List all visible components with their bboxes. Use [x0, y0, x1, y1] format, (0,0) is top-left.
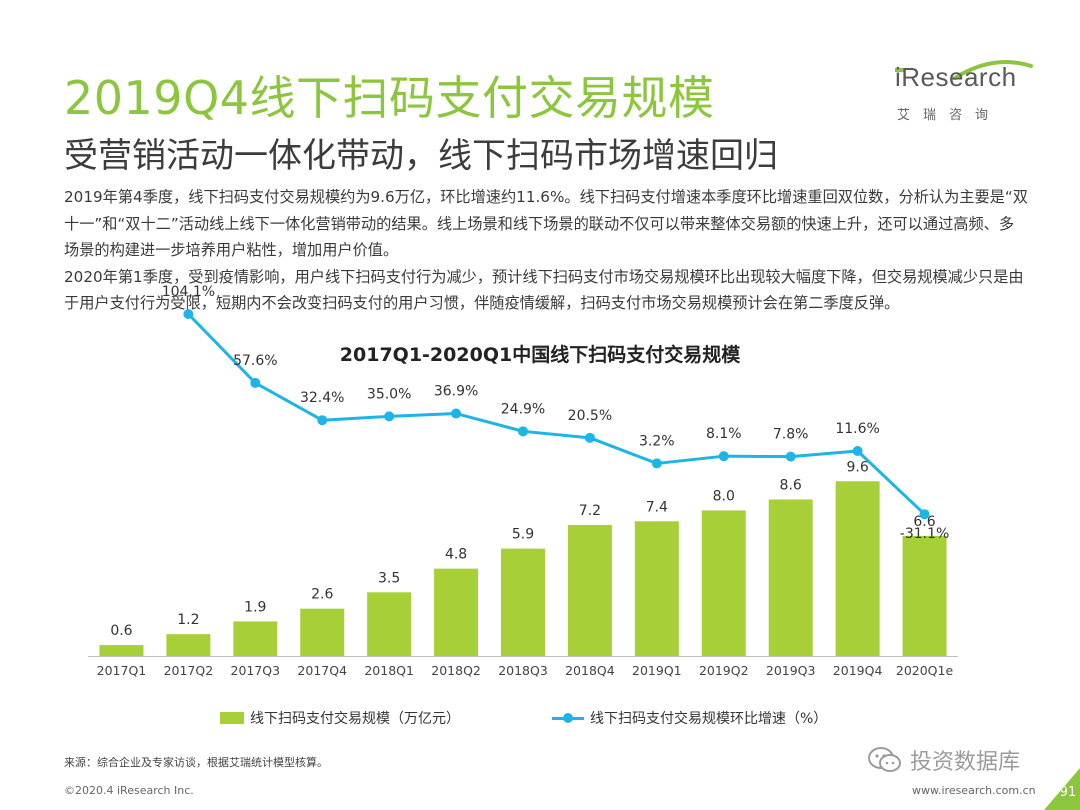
growth-label-2017Q2: 104.1%: [162, 284, 215, 300]
legend-label-volume: 线下扫码支付交易规模（万亿元）: [250, 711, 460, 727]
watermark-text: 投资数据库: [910, 750, 1021, 775]
growth-label-2019Q4: 11.6%: [835, 421, 879, 437]
growth-point-2019Q4: [852, 446, 863, 456]
logo-brand-cn: 艾瑞咨询: [897, 108, 1002, 123]
growth-point-2018Q3: [518, 426, 528, 437]
bar-2017Q4: [300, 608, 345, 656]
bar-label-2019Q4: 9.6: [846, 459, 868, 475]
bar-2018Q4: [567, 524, 612, 656]
x-tick-2018Q4: 2018Q4: [565, 663, 615, 678]
bar-2019Q4: [835, 481, 880, 656]
x-tick-2018Q1: 2018Q1: [364, 663, 414, 678]
logo-brand: iResearch: [895, 62, 1017, 92]
growth-label-2018Q4: 20.5%: [568, 408, 612, 424]
growth-label-2018Q2: 36.9%: [434, 384, 478, 400]
growth-label-2018Q3: 24.9%: [501, 401, 545, 417]
growth-point-2018Q1: [384, 411, 395, 422]
x-tick-2020Q1e: 2020Q1e: [896, 663, 954, 678]
legend-label-growth: 线下扫码支付交易规模环比增速（%）: [590, 711, 828, 727]
bar-label-2017Q2: 1.2: [177, 612, 199, 628]
x-tick-2019Q3: 2019Q3: [766, 663, 816, 678]
iresearch-logo: iResearch 艾瑞咨询: [893, 60, 1033, 126]
bar-2018Q3: [501, 548, 545, 656]
growth-point-2019Q3: [785, 451, 796, 462]
x-tick-2019Q1: 2019Q1: [632, 663, 682, 678]
paragraph-1: 2019年第4季度，线下扫码支付交易规模约为9.6万亿，环比增速约11.6%。线…: [64, 188, 1028, 259]
growth-label-2019Q2: 8.1%: [706, 426, 742, 442]
footer-url: www.iresearch.com.cn: [912, 784, 1036, 797]
x-tick-2019Q2: 2019Q2: [699, 663, 749, 678]
x-tick-2018Q2: 2018Q2: [431, 663, 481, 678]
bar-2019Q1: [634, 521, 679, 656]
bar-2017Q3: [233, 621, 278, 656]
growth-label-2017Q3: 57.6%: [233, 353, 277, 369]
bar-label-2019Q3: 8.6: [780, 477, 802, 493]
growth-point-2017Q2: [183, 309, 194, 320]
chart-legend: 线下扫码支付交易规模（万亿元） 线下扫码支付交易规模环比增速（%）: [0, 708, 1080, 732]
growth-point-2017Q4: [317, 415, 328, 426]
bar-label-2017Q3: 1.9: [244, 599, 266, 615]
x-tick-2018Q3: 2018Q3: [498, 663, 548, 678]
growth-label-2017Q4: 32.4%: [300, 390, 344, 406]
bar-label-2018Q2: 4.8: [445, 547, 467, 563]
logo-dot: [895, 68, 904, 72]
growth-point-2020Q1e: [919, 509, 930, 520]
wechat-icon: [868, 747, 901, 772]
page-subtitle: 受营销活动一体化带动，线下扫码市场增速回归: [64, 136, 778, 176]
page-number-text: 91: [1059, 785, 1077, 800]
bar-2019Q2: [701, 510, 746, 656]
source-note: 来源：综合企业及专家访谈，根据艾瑞统计模型核算。: [64, 756, 328, 769]
x-tick-2017Q1: 2017Q1: [97, 663, 147, 678]
bar-2018Q1: [367, 592, 412, 656]
growth-point-2019Q2: [718, 451, 729, 462]
growth-point-2018Q2: [451, 408, 462, 419]
bar-label-2017Q1: 0.6: [110, 623, 132, 639]
x-tick-2017Q2: 2017Q2: [164, 663, 214, 678]
legend-item-growth: 线下扫码支付交易规模环比增速（%）: [552, 708, 827, 728]
growth-label-2019Q1: 3.2%: [639, 433, 675, 449]
x-tick-2019Q4: 2019Q4: [833, 663, 883, 678]
legend-item-volume: 线下扫码支付交易规模（万亿元）: [220, 708, 460, 728]
bar-2018Q2: [434, 568, 479, 656]
bar-label-2020Q1e: 6.6: [913, 514, 935, 530]
bar-2017Q2: [166, 634, 211, 656]
bar-label-2017Q4: 2.6: [311, 587, 333, 603]
growth-line: [187, 313, 926, 516]
logo-arc-icon: [953, 60, 1033, 80]
growth-point-2017Q3: [250, 377, 261, 388]
bar-label-2018Q3: 5.9: [512, 527, 534, 543]
growth-label-2019Q3: 7.8%: [773, 427, 809, 443]
bar-label-2018Q1: 3.5: [378, 570, 400, 586]
watermark: 投资数据库: [868, 744, 1020, 776]
x-tick-2017Q3: 2017Q3: [231, 663, 281, 678]
growth-point-2019Q1: [651, 458, 662, 469]
body-text: 2019年第4季度，线下扫码支付交易规模约为9.6万亿，环比增速约11.6%。线…: [64, 184, 1028, 317]
page-title: 2019Q4线下扫码支付交易规模: [64, 71, 715, 125]
bar-label-2018Q4: 7.2: [579, 503, 601, 519]
bar-2020Q1e: [902, 535, 947, 656]
bar-label-2019Q2: 8.0: [713, 488, 735, 504]
bar-2019Q3: [768, 499, 813, 656]
legend-line-swatch: [552, 712, 584, 724]
copyright: ©2020.4 iResearch Inc.: [64, 784, 194, 797]
growth-label-2018Q1: 35.0%: [367, 386, 411, 402]
growth-point-2018Q4: [584, 432, 595, 443]
bar-2017Q1: [99, 645, 144, 656]
growth-label-2020Q1e: -31.1%: [900, 526, 950, 542]
bar-label-2019Q1: 7.4: [646, 499, 668, 515]
chart-title: 2017Q1-2020Q1中国线下扫码支付交易规模: [339, 344, 741, 366]
x-tick-2017Q4: 2017Q4: [297, 663, 347, 678]
legend-bar-swatch: [220, 712, 244, 724]
paragraph-2: 2020年第1季度，受到疫情影响，用户线下扫码支付行为减少，预计线下扫码支付市场…: [64, 267, 1024, 313]
